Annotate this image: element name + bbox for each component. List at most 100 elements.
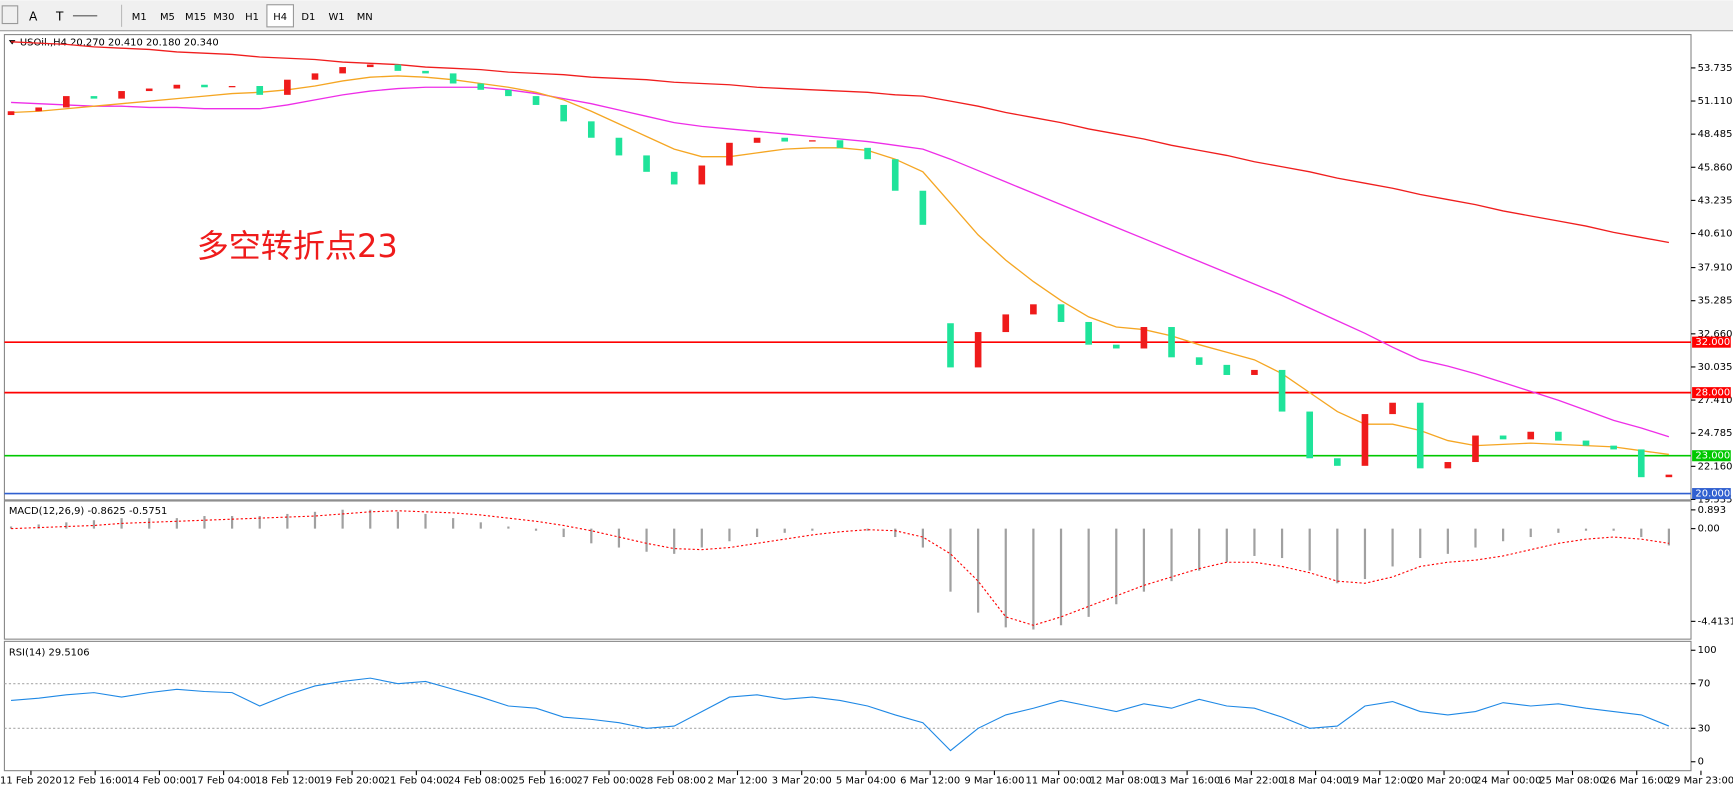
time-label: 16 Mar 22:00 [1218, 776, 1284, 787]
timeframe-button[interactable]: H4 [273, 12, 287, 23]
candle [587, 121, 595, 138]
level-label: 32.000 [1695, 337, 1730, 348]
time-label: 25 Feb 16:00 [512, 776, 577, 787]
candle [1637, 449, 1645, 478]
rsi-panel [3, 640, 1692, 772]
y-tick-label: 0 [1698, 757, 1704, 768]
candle [1499, 435, 1507, 440]
candle [919, 190, 927, 225]
moving-average [11, 75, 1669, 456]
timeframe-button[interactable]: M15 [185, 12, 206, 23]
y-tick-label: 43.235 [1698, 195, 1733, 206]
y-tick-label: 24.785 [1698, 428, 1733, 439]
y-tick-label: 45.860 [1698, 162, 1733, 173]
time-label: 24 Mar 00:00 [1475, 776, 1541, 787]
y-tick-label: 30 [1698, 723, 1711, 734]
candle [615, 137, 623, 156]
level-tag [1692, 450, 1731, 462]
time-label: 5 Mar 04:00 [836, 776, 896, 787]
candle [809, 140, 816, 142]
time-label: 25 Mar 08:00 [1539, 776, 1605, 787]
candle [1002, 314, 1010, 333]
time-label: 20 Mar 20:00 [1411, 776, 1477, 787]
candle [1030, 304, 1037, 315]
candle [1251, 369, 1258, 375]
time-label: 21 Feb 04:00 [384, 776, 449, 787]
candle [1057, 304, 1065, 322]
candle [228, 86, 236, 88]
tool-button[interactable]: T [55, 9, 64, 23]
candle [643, 155, 650, 172]
y-tick-label: 100 [1698, 645, 1717, 656]
candle [1334, 458, 1341, 466]
candle [560, 104, 567, 122]
candle [1389, 402, 1396, 415]
level-tag [1692, 387, 1731, 399]
timeframe-button[interactable]: M1 [132, 12, 147, 23]
macd-panel [3, 500, 1692, 640]
time-label: 13 Mar 16:00 [1154, 776, 1220, 787]
candle [256, 86, 264, 95]
candle [35, 107, 42, 112]
y-tick-label: 51.110 [1698, 96, 1733, 107]
candle [781, 137, 789, 142]
level-tag [1692, 336, 1731, 348]
candle [145, 88, 153, 92]
time-label: 29 Mar 23:00 [1668, 776, 1733, 787]
candle [1223, 364, 1231, 375]
candle [670, 171, 678, 185]
y-tick-label: 19.535 [1698, 494, 1733, 505]
candle [1168, 327, 1175, 358]
y-tick-label: 53.735 [1698, 63, 1733, 74]
candle [1195, 357, 1203, 365]
timeframe-button[interactable]: M5 [160, 12, 175, 23]
tool-button[interactable]: A [29, 9, 38, 23]
candle [1444, 462, 1452, 469]
candle [1278, 369, 1286, 412]
menu-icon[interactable] [1, 5, 19, 25]
candle [1361, 414, 1369, 466]
rsi-title: RSI(14) 29.5106 [9, 647, 90, 658]
timeframe-button[interactable]: W1 [328, 12, 344, 23]
time-label: 28 Feb 08:00 [641, 776, 706, 787]
candle [173, 84, 181, 89]
y-tick-label: 40.610 [1698, 229, 1733, 240]
y-tick-label: 0.893 [1698, 505, 1726, 516]
candle [974, 332, 982, 368]
candle [118, 91, 125, 99]
annotation: 多空转折点23 [197, 227, 398, 265]
candle [1582, 440, 1590, 446]
candle [891, 159, 899, 191]
toolbar-buttons [1, 4, 123, 27]
time-label: 18 Feb 12:00 [255, 776, 320, 787]
time-label: 2 Mar 12:00 [707, 776, 767, 787]
candle [422, 70, 429, 74]
time-label: 11 Mar 00:00 [1025, 776, 1091, 787]
y-tick-label: 22.160 [1698, 461, 1733, 472]
timeframe-button[interactable]: D1 [301, 12, 315, 23]
time-label: 12 Mar 08:00 [1090, 776, 1156, 787]
time-label: 27 Feb 00:00 [576, 776, 641, 787]
time-label: 19 Feb 20:00 [319, 776, 384, 787]
y-tick-label: 37.910 [1698, 263, 1733, 274]
timeframe-button[interactable]: M30 [213, 12, 234, 23]
level-label: 23.000 [1695, 451, 1730, 462]
candle [449, 73, 457, 84]
time-label: 3 Mar 20:00 [772, 776, 832, 787]
timeframe-button[interactable]: MN [357, 12, 373, 23]
candle [477, 83, 485, 90]
time-label: 19 Mar 12:00 [1347, 776, 1413, 787]
y-tick-label: 35.285 [1698, 296, 1733, 307]
timeframe-button[interactable]: H1 [245, 12, 259, 23]
y-tick-label: 27.410 [1698, 395, 1733, 406]
y-tick-label: 0.00 [1698, 524, 1720, 535]
toolbar [0, 0, 1733, 32]
candle [311, 73, 319, 80]
time-label: 18 Mar 04:00 [1282, 776, 1348, 787]
rsi-line [11, 677, 1670, 752]
time-label: 11 Feb 2020 [0, 776, 62, 787]
level-tag [1692, 488, 1731, 500]
y-tick-label: -4.4131 [1698, 616, 1733, 627]
